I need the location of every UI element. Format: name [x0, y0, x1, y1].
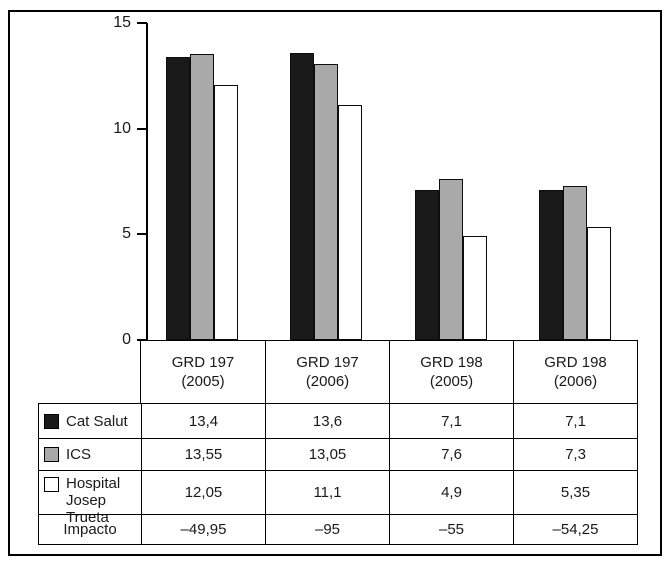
legend-swatch-hospital-josep-trueta — [44, 477, 59, 492]
bar-hospital-josep-trueta — [338, 105, 363, 340]
category-header-line: (2005) — [181, 373, 225, 390]
table-value-cell: 13,55 — [141, 438, 265, 470]
category-header-cell: GRD 197 (2006) — [265, 341, 389, 403]
legend-row-label-ics: ICS — [39, 438, 141, 470]
bar-ics — [314, 64, 339, 340]
data-table: Cat Salut 13,4 13,6 7,1 7,1 ICS 13,55 13,05 7,6 7… — [38, 403, 638, 545]
table-value-cell: 7,1 — [513, 404, 637, 438]
y-axis-tick-label: 5 — [122, 225, 131, 243]
y-axis-tick-label: 10 — [113, 119, 131, 137]
bar-ics — [562, 185, 587, 340]
row-label-text: Impacto — [63, 521, 116, 538]
bar-hospital-josep-trueta — [586, 226, 611, 340]
row-label-line: Impacto — [63, 521, 117, 538]
table-value-cell: 11,1 — [265, 470, 389, 514]
y-axis-tick-label: 15 — [113, 14, 131, 31]
table-value-cell: 7,3 — [513, 438, 637, 470]
table-value-cell: –95 — [265, 514, 389, 544]
bar-ics — [190, 53, 215, 340]
table-value-cell: –54,25 — [513, 514, 637, 544]
bar-hospital-josep-trueta — [214, 85, 239, 340]
category-header-cell: GRD 198 (2006) — [513, 341, 637, 403]
row-label-text: ICS — [66, 446, 91, 463]
table-value-cell: –49,95 — [141, 514, 265, 544]
bar-cat-salut — [166, 56, 191, 340]
category-header-cell: GRD 198 (2005) — [389, 341, 513, 403]
category-header-row: GRD 197 (2005) GRD 197 (2006) GRD 198 (2005) G… — [140, 340, 638, 403]
table-value-cell: 12,05 — [141, 470, 265, 514]
extra-row-label-impacto: Impacto — [39, 514, 141, 544]
table-value-cell: 4,9 — [389, 470, 513, 514]
row-label-line: Cat Salut — [66, 412, 128, 430]
category-header-line: GRD 198 — [420, 354, 483, 371]
table-value-cell: 13,6 — [265, 404, 389, 438]
table-value-cell: 13,05 — [265, 438, 389, 470]
legend-row-label-hospital-josep-trueta: Hospital Josep Trueta — [39, 470, 141, 526]
y-axis-tick — [137, 22, 147, 24]
table-value-cell: 7,6 — [389, 438, 513, 470]
legend-swatch-ics — [44, 447, 59, 462]
category-header-line: GRD 197 — [171, 354, 235, 371]
row-label-line: ICS — [66, 446, 92, 463]
category-header-cell: GRD 197 (2005) — [141, 341, 265, 403]
table-value-cell: 13,4 — [141, 404, 265, 438]
table-value-cell: 5,35 — [513, 470, 637, 514]
row-label-text: Hospital Josep Trueta — [66, 475, 141, 526]
y-axis-tick — [137, 127, 147, 130]
y-axis-line — [146, 23, 148, 340]
legend-row-label-cat-salut: Cat Salut — [39, 404, 141, 438]
row-label-line: Josep Trueta — [66, 492, 109, 526]
category-header-line: (2006) — [553, 373, 598, 390]
bar-cat-salut — [414, 189, 439, 340]
category-header-line: GRD 198 — [544, 354, 607, 371]
category-header-line: GRD 197 — [296, 354, 359, 371]
bar-cat-salut — [290, 52, 315, 340]
row-label-line: Hospital — [66, 475, 121, 492]
y-axis-tick — [137, 233, 147, 236]
y-axis-tick-label: 0 — [122, 331, 131, 348]
category-header-line: (2006) — [305, 373, 350, 390]
figure-border — [8, 10, 662, 556]
legend-swatch-cat-salut — [44, 413, 59, 429]
table-value-cell: 7,1 — [389, 404, 513, 438]
bar-cat-salut — [538, 189, 563, 340]
row-label-text: Cat Salut — [66, 413, 128, 430]
bar-hospital-josep-trueta — [462, 236, 487, 340]
category-header-line: (2005) — [429, 373, 474, 390]
table-value-cell: –55 — [389, 514, 513, 544]
bar-ics — [438, 179, 463, 340]
